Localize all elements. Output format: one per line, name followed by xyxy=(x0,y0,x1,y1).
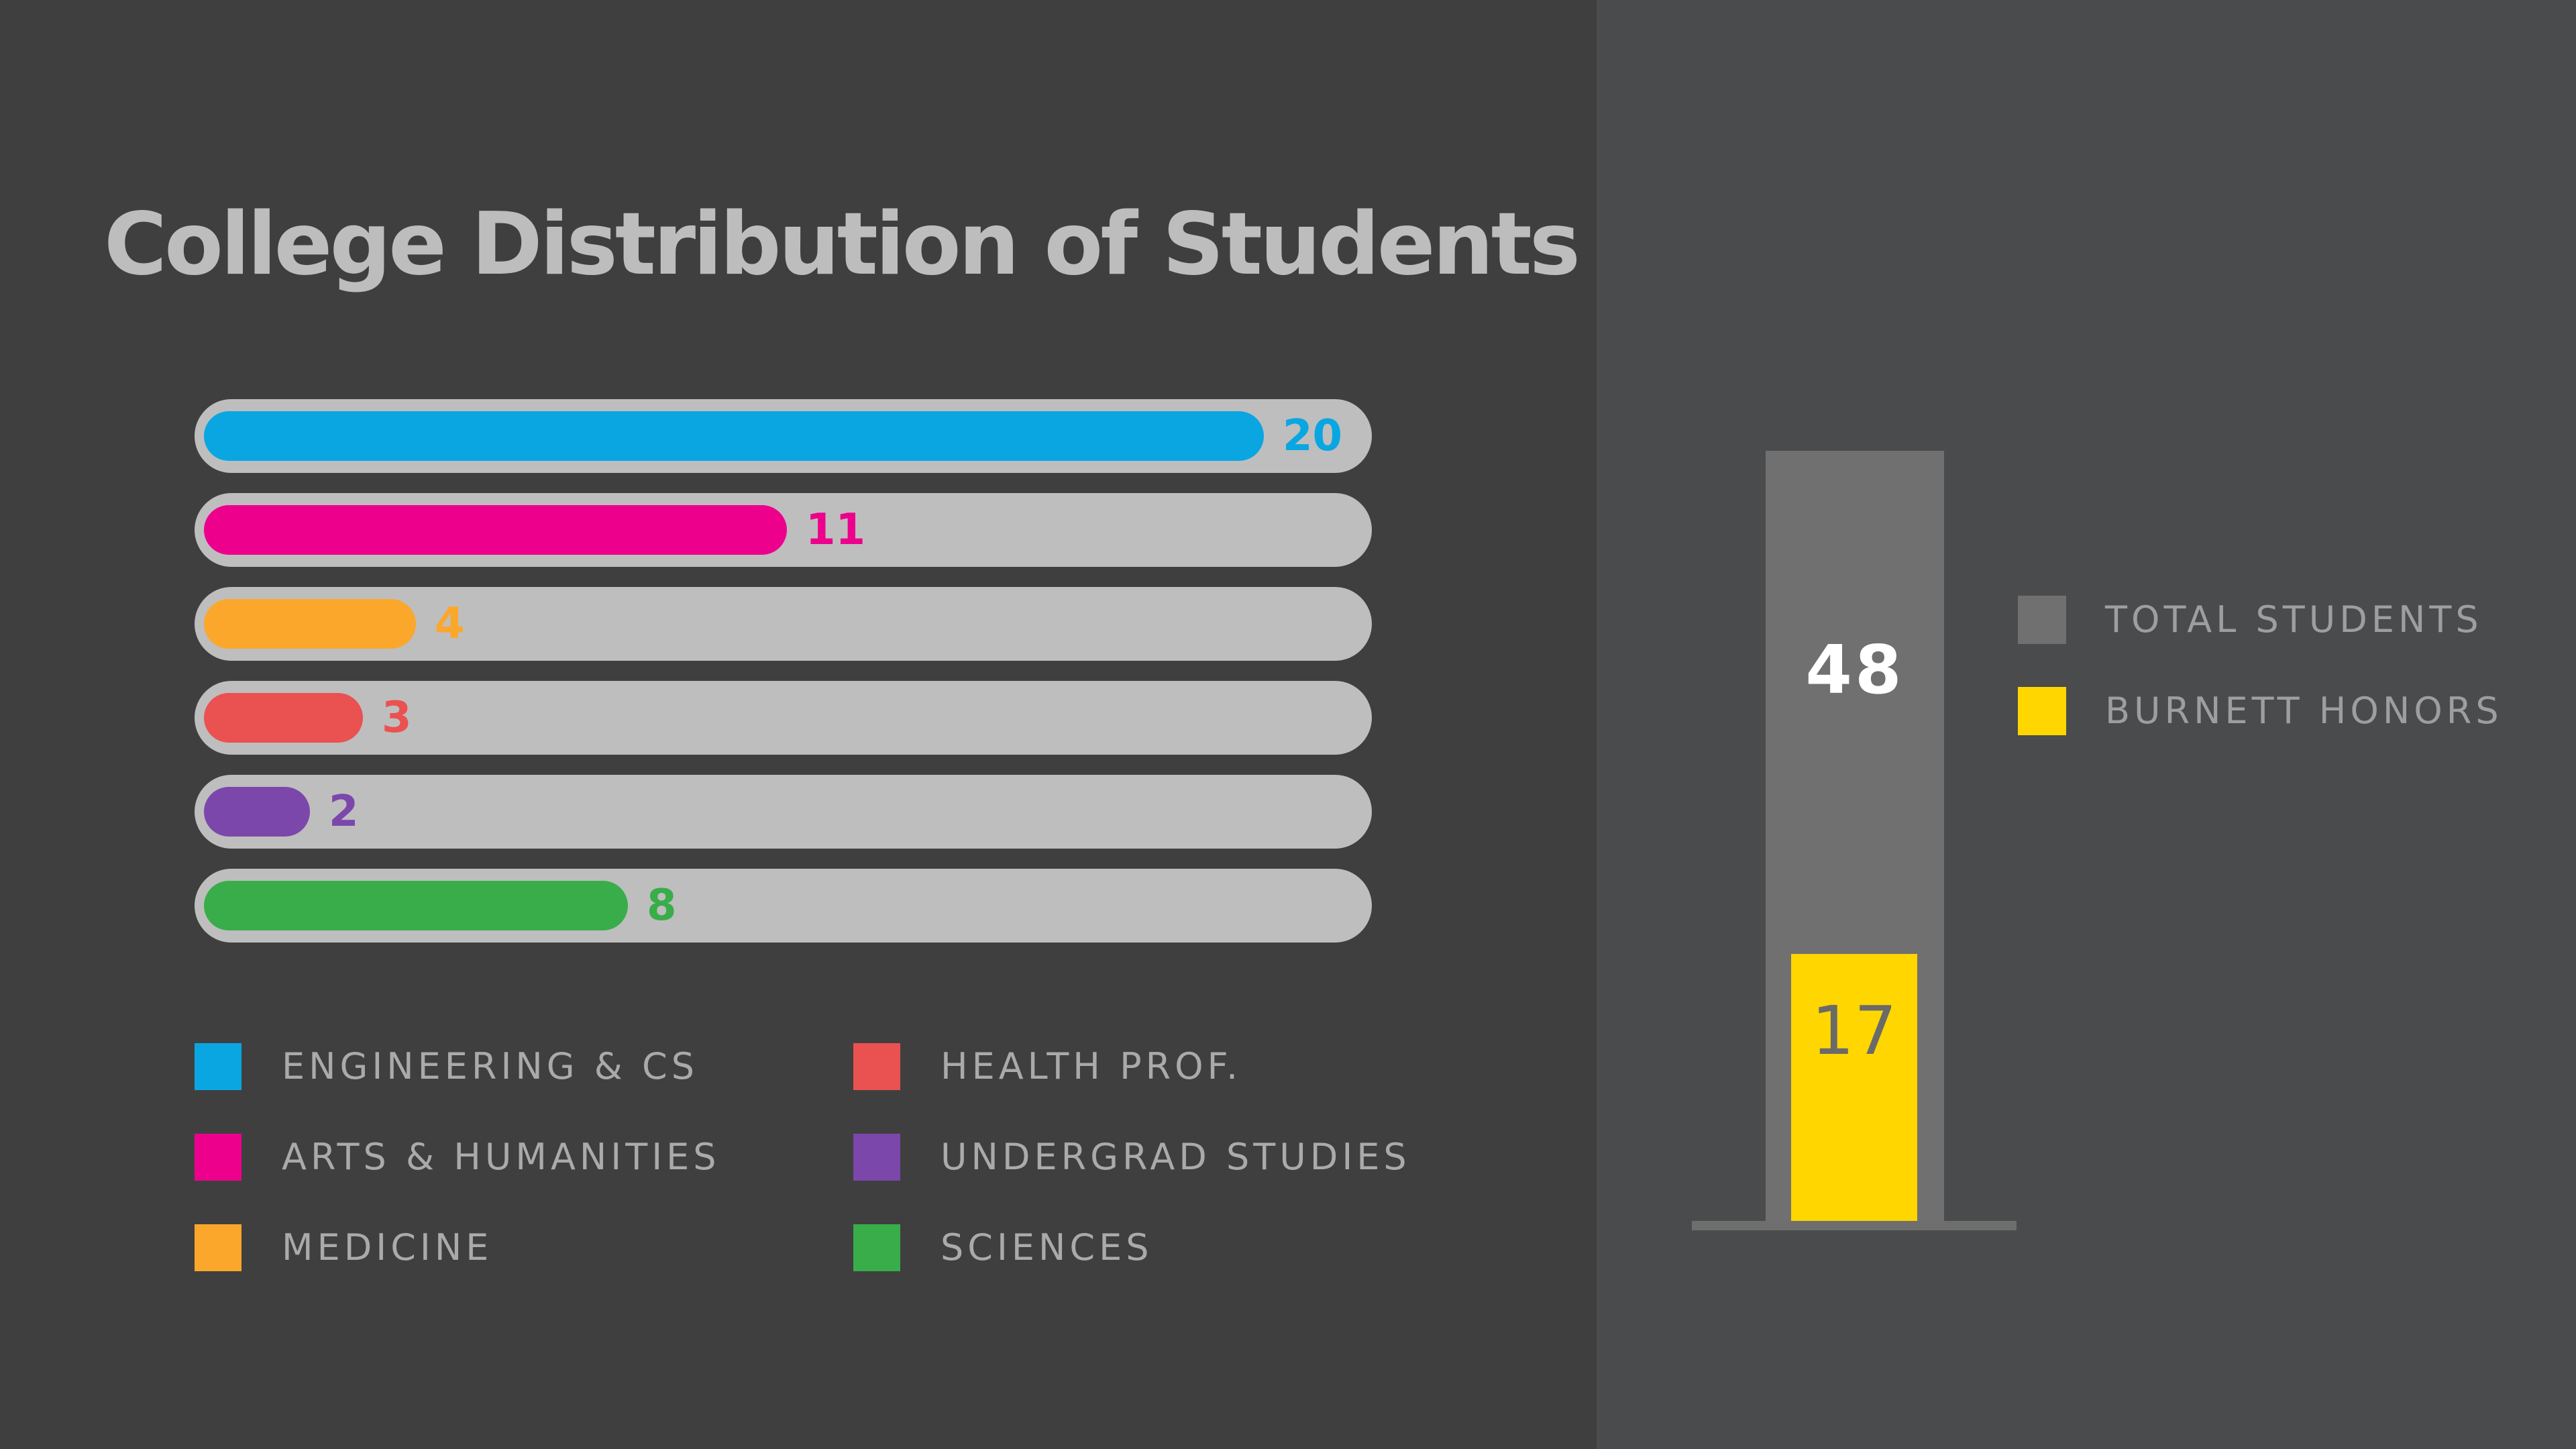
legend-label-health-prof: HEALTH PROF. xyxy=(941,1045,1242,1087)
bar-track-engineering-cs: 20 xyxy=(195,399,1372,473)
legend-swatch-burnett-honors xyxy=(2018,687,2066,735)
burnett-honors-value: 17 xyxy=(1811,991,1897,1070)
legend-label-total-students: TOTAL STUDENTS xyxy=(2105,598,2483,641)
bar-undergrad-studies xyxy=(204,787,310,837)
bar-value-medicine: 4 xyxy=(435,599,465,649)
bar-engineering-cs xyxy=(204,411,1264,461)
burnett-honors-bar xyxy=(1791,953,1917,1221)
bar-medicine xyxy=(204,599,416,649)
legend-swatch-medicine xyxy=(195,1224,241,1271)
bar-value-engineering-cs: 20 xyxy=(1283,411,1343,461)
bar-sciences xyxy=(204,881,628,930)
legend-swatch-health-prof xyxy=(853,1043,900,1090)
legend-label-engineering-cs: ENGINEERING & CS xyxy=(282,1045,699,1087)
bar-track-medicine: 4 xyxy=(195,587,1372,661)
chart-title: College Distribution of Students xyxy=(104,195,1580,294)
bar-value-arts-humanities: 11 xyxy=(806,505,866,555)
bar-value-sciences: 8 xyxy=(647,881,677,930)
legend-swatch-arts-humanities xyxy=(195,1134,241,1181)
right-panel xyxy=(1597,0,2576,1449)
legend-label-undergrad-studies: UNDERGRAD STUDIES xyxy=(941,1136,1411,1178)
bar-value-health-prof: 3 xyxy=(382,693,412,743)
bar-track-arts-humanities: 11 xyxy=(195,493,1372,567)
bar-track-sciences: 8 xyxy=(195,869,1372,943)
legend-swatch-total-students xyxy=(2018,596,2066,644)
bar-health-prof xyxy=(204,693,363,743)
legend-swatch-sciences xyxy=(853,1224,900,1271)
legend-label-sciences: SCIENCES xyxy=(941,1226,1153,1269)
legend-label-medicine: MEDICINE xyxy=(282,1226,493,1269)
total-students-value: 48 xyxy=(1805,631,1904,709)
bar-arts-humanities xyxy=(204,505,787,555)
bar-track-undergrad-studies: 2 xyxy=(195,775,1372,849)
legend-label-arts-humanities: ARTS & HUMANITIES xyxy=(282,1136,720,1178)
bar-value-undergrad-studies: 2 xyxy=(329,787,359,837)
legend-swatch-engineering-cs xyxy=(195,1043,241,1090)
bar-track-health-prof: 3 xyxy=(195,681,1372,755)
legend-swatch-undergrad-studies xyxy=(853,1134,900,1181)
legend-label-burnett-honors: BURNETT HONORS xyxy=(2105,690,2503,732)
chart-baseline xyxy=(1692,1221,2017,1230)
